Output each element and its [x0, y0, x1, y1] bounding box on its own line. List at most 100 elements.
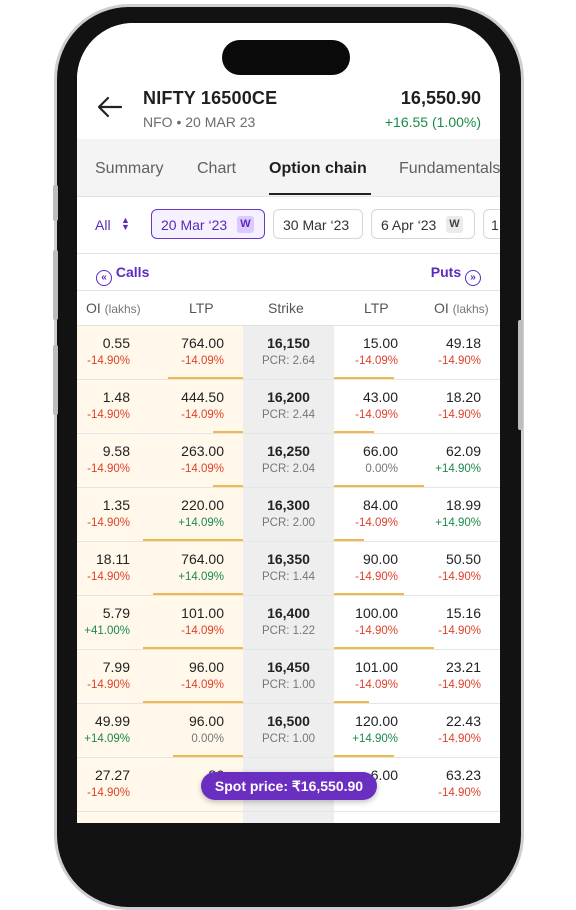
strike-cell: [243, 767, 334, 771]
call-oi-cell-value: 5.79: [102, 605, 130, 621]
call-oi-cell: 1.35 -14.90%: [78, 497, 130, 529]
put-oi-bar: [334, 755, 394, 758]
call-oi-cell: 9.58 -14.90%: [78, 443, 130, 475]
weekly-badge: W: [446, 216, 463, 233]
put-ltp-cell-value: 15.00: [362, 335, 398, 351]
strike-cell: 16,450 PCR: 1.00: [243, 659, 334, 691]
put-oi-cell-value: 62.09: [445, 443, 481, 459]
call-ltp-cell-change: -14.09%: [181, 355, 224, 367]
put-oi-cell: 62.09 +14.90%: [409, 443, 481, 475]
row-divider: [77, 487, 500, 488]
pcr-value: PCR: 1.00: [261, 733, 316, 745]
put-ltp-cell-value: 43.00: [362, 389, 398, 405]
expiry-chip-20-mar[interactable]: 20 Mar ‘23 W: [151, 209, 265, 239]
strike-price: 16,500: [267, 713, 310, 729]
strike-price: 16,300: [267, 497, 310, 513]
put-ltp-cell-change: -14.09%: [355, 409, 398, 421]
call-oi-bar: [153, 593, 243, 596]
expiry-chip-6-apr[interactable]: 6 Apr ‘23 W: [371, 209, 475, 239]
option-chain-row[interactable]: 18.11 -14.90% 764.00 +14.09% 90.00 -14.90% 50.…: [77, 542, 500, 596]
call-ltp-cell-value: 764.00: [181, 551, 224, 567]
row-divider: [77, 703, 500, 704]
option-chain-row[interactable]: 7.99 -14.90% 96.00 -14.09% 101.00 -14.09% 23.2…: [77, 650, 500, 704]
call-oi-cell-change: +41.00%: [84, 625, 130, 637]
put-oi-cell: 15.16 -14.90%: [409, 605, 481, 637]
call-oi-cell-change: -14.90%: [87, 517, 130, 529]
tab-summary[interactable]: Summary: [95, 160, 164, 177]
col-header-strike: Strike: [268, 300, 304, 316]
put-oi-cell-change: -14.90%: [438, 625, 481, 637]
option-chain-row[interactable]: 9.58 -14.90% 263.00 -14.09% 66.00 0.00% 62.09 +…: [77, 434, 500, 488]
put-ltp-cell-value: 90.00: [362, 551, 398, 567]
column-header-row: OI (lakhs) LTP Strike LTP OI (lakhs): [77, 291, 500, 326]
put-oi-cell: 23.21 -14.90%: [409, 659, 481, 691]
tab-chart[interactable]: Chart: [197, 160, 237, 177]
call-ltp-cell-change: -14.09%: [181, 409, 224, 421]
weekly-badge: W: [237, 216, 254, 233]
call-ltp-cell: 764.00 +14.09%: [152, 551, 224, 583]
expiry-chip-next[interactable]: 1: [483, 209, 500, 239]
call-ltp-cell: 764.00 -14.09%: [152, 335, 224, 367]
put-ltp-cell: 100.00 -14.90%: [326, 605, 398, 637]
call-oi-cell-value: 7.99: [102, 659, 130, 675]
call-ltp-cell-change: +14.09%: [178, 571, 224, 583]
call-ltp-cell-value: 96.00: [188, 659, 224, 675]
call-oi-cell-change: -14.90%: [87, 463, 130, 475]
call-oi-cell: 27.27 -14.90%: [78, 767, 130, 799]
option-chain-row[interactable]: 0.55 -14.90% 764.00 -14.09% 15.00 -14.09% 49.1…: [77, 326, 500, 380]
call-oi-cell-value: 49.99: [94, 713, 130, 729]
spot-price-pill: Spot price: ₹16,550.90: [201, 772, 377, 800]
option-chain-row[interactable]: 1.35 -14.90% 220.00 +14.09% 84.00 -14.09% 18.9…: [77, 488, 500, 542]
col-header-call-oi: OI (lakhs): [86, 300, 141, 316]
put-ltp-cell-value: 100.00: [355, 605, 398, 621]
strike-cell: 16,250 PCR: 2.04: [243, 443, 334, 475]
call-ltp-cell-change: 0.00%: [191, 733, 224, 745]
call-oi-cell-value: 1.35: [102, 497, 130, 513]
option-chain-row[interactable]: 1.48 -14.90% 444.50 -14.09% 43.00 -14.09% 18.2…: [77, 380, 500, 434]
call-oi-cell-value: 0.55: [102, 335, 130, 351]
call-oi-cell-change: -14.90%: [87, 787, 130, 799]
call-ltp-cell: 263.00 -14.09%: [152, 443, 224, 475]
put-ltp-cell-value: 120.00: [355, 713, 398, 729]
call-oi-cell-change: -14.90%: [87, 355, 130, 367]
strike-cell: 16,500 PCR: 1.00: [243, 713, 334, 745]
dynamic-island: [222, 40, 350, 75]
call-oi-cell-value: 27.27: [94, 767, 130, 783]
put-ltp-cell: 15.00 -14.09%: [326, 335, 398, 367]
calls-link[interactable]: « Calls: [96, 264, 149, 286]
tab-option-chain[interactable]: Option chain: [269, 160, 367, 177]
call-ltp-cell-value: 263.00: [181, 443, 224, 459]
put-ltp-cell: 101.00 -14.09%: [326, 659, 398, 691]
call-oi-bar: [213, 485, 243, 488]
call-ltp-cell-change: -14.09%: [181, 625, 224, 637]
puts-label: Puts: [430, 264, 462, 280]
call-oi-cell: 49.99 +14.09%: [78, 713, 130, 745]
puts-link[interactable]: Puts »: [431, 264, 481, 286]
strike-cell: 16,300 PCR: 2.00: [243, 497, 334, 529]
row-divider: [77, 757, 500, 758]
put-ltp-cell-change: +14.90%: [352, 733, 398, 745]
call-oi-cell-change: -14.90%: [87, 571, 130, 583]
back-arrow-icon[interactable]: [97, 95, 123, 119]
put-oi-cell: 18.20 -14.90%: [409, 389, 481, 421]
put-oi-cell-change: -14.90%: [438, 787, 481, 799]
expiry-chip-30-mar[interactable]: 30 Mar ‘23: [273, 209, 363, 239]
all-filter-dropdown[interactable]: All ▲ ▼: [95, 216, 130, 234]
expiry-chip-label: 6 Apr ‘23: [381, 217, 437, 233]
put-oi-bar: [334, 377, 394, 380]
put-ltp-cell-change: -14.90%: [355, 625, 398, 637]
call-oi-bar: [213, 431, 243, 434]
call-ltp-cell-value: 764.00: [181, 335, 224, 351]
call-ltp-cell: 96.00 0.00%: [152, 713, 224, 745]
call-oi-bar: [173, 755, 243, 758]
call-oi-bar: [143, 701, 243, 704]
put-oi-cell-change: -14.90%: [438, 733, 481, 745]
option-chain-row[interactable]: 49.99 +14.09% 96.00 0.00% 120.00 +14.90% 22.43…: [77, 704, 500, 758]
put-ltp-cell-value: 84.00: [362, 497, 398, 513]
put-ltp-cell-change: 0.00%: [365, 463, 398, 475]
tab-fundamentals[interactable]: Fundamentals: [399, 160, 500, 177]
option-chain-row[interactable]: 5.79 +41.00% 101.00 -14.09% 100.00 -14.90% 15.…: [77, 596, 500, 650]
call-oi-cell-change: +14.09%: [84, 733, 130, 745]
call-oi-cell-value: 1.48: [102, 389, 130, 405]
strike-price: 16,350: [267, 551, 310, 567]
